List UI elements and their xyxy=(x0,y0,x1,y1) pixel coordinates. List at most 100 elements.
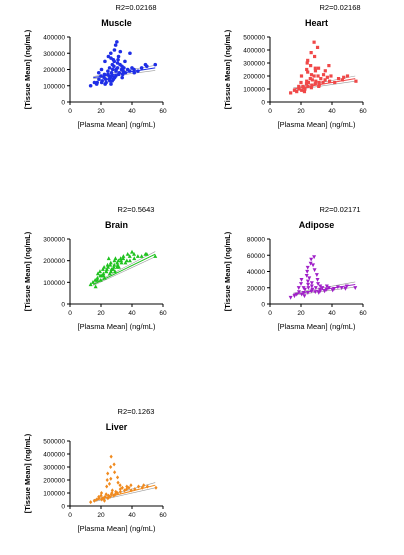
data-point xyxy=(299,292,304,297)
data-point xyxy=(314,273,319,277)
data-point xyxy=(115,260,120,265)
y-axis-label: [Tissue Mean] (ng/mL) xyxy=(23,433,32,513)
x-axis-label: [Plasma Mean] (ng/mL) xyxy=(78,322,156,331)
data-point xyxy=(112,493,116,498)
x-axis-label: [Plasma Mean] (ng/mL) xyxy=(78,524,156,533)
data-point xyxy=(124,258,129,263)
y-tick-label: 0 xyxy=(261,302,265,309)
data-point xyxy=(313,69,318,73)
data-point xyxy=(111,267,116,271)
data-point xyxy=(127,485,131,490)
x-tick-label: 20 xyxy=(97,108,105,115)
data-point xyxy=(112,48,117,52)
data-point xyxy=(323,69,327,73)
data-point xyxy=(112,269,117,274)
data-point xyxy=(316,66,321,70)
data-point xyxy=(306,286,311,290)
chart-svg: R2=0.02168 Muscle 0 100000 200000 300000 40000… xyxy=(23,3,167,129)
data-point xyxy=(329,74,333,78)
data-point xyxy=(321,80,325,85)
data-point xyxy=(139,66,144,70)
data-point xyxy=(313,66,317,70)
data-point xyxy=(90,280,95,284)
data-point xyxy=(128,51,132,56)
data-point xyxy=(99,273,104,278)
x-axis-label: [Plasma Mean] (ng/mL) xyxy=(78,120,156,129)
y-tick-label: 100000 xyxy=(43,491,65,498)
data-point xyxy=(317,80,321,85)
data-point xyxy=(118,483,122,488)
data-point xyxy=(95,80,99,85)
data-point xyxy=(115,40,119,44)
data-point xyxy=(153,254,158,258)
data-point xyxy=(297,87,301,91)
chart-title: Liver xyxy=(106,422,128,432)
data-point xyxy=(110,488,114,493)
x-tick-label: 40 xyxy=(128,108,136,115)
data-point xyxy=(289,91,293,95)
data-point xyxy=(109,454,113,459)
data-point xyxy=(106,69,110,73)
data-point xyxy=(135,254,140,258)
data-point xyxy=(140,485,144,490)
y-tick-label: 300000 xyxy=(43,237,65,244)
data-point xyxy=(100,496,105,501)
data-point xyxy=(95,275,100,280)
data-point xyxy=(115,66,120,70)
data-point xyxy=(104,492,108,497)
data-point xyxy=(312,255,317,260)
data-point xyxy=(299,282,303,286)
data-point xyxy=(127,258,132,263)
y-tick-label: 0 xyxy=(261,100,265,107)
muscle-chart: R2=0.02168 Muscle 0 100000 200000 300000 40000… xyxy=(0,0,200,150)
data-point xyxy=(125,251,130,256)
data-point xyxy=(292,294,297,299)
data-point xyxy=(310,83,314,87)
data-point xyxy=(129,488,133,493)
data-point xyxy=(154,485,158,490)
data-point xyxy=(106,256,111,261)
data-point xyxy=(305,79,309,83)
data-point xyxy=(123,260,128,265)
heart-chart: R2=0.02168 Heart 0 100000 200000 300000 400000… xyxy=(204,0,404,150)
y-tick-label: 300000 xyxy=(243,61,265,68)
data-point xyxy=(136,69,140,73)
data-point xyxy=(306,58,310,62)
data-point xyxy=(97,494,101,499)
x-axis-label: [Plasma Mean] (ng/mL) xyxy=(278,322,356,331)
y-tick-label: 300000 xyxy=(43,51,65,58)
x-tick-label: 40 xyxy=(128,512,136,519)
data-point xyxy=(309,257,314,262)
data-point xyxy=(311,263,316,268)
chart-title: Brain xyxy=(105,220,128,230)
data-point xyxy=(312,74,316,78)
data-point xyxy=(99,74,103,78)
data-point xyxy=(102,264,107,269)
y-tick-label: 200000 xyxy=(43,478,65,485)
x-axis-label: [Plasma Mean] (ng/mL) xyxy=(278,120,356,129)
data-point xyxy=(113,256,118,261)
data-point xyxy=(102,72,107,77)
data-point xyxy=(104,80,108,85)
data-point xyxy=(107,77,111,82)
data-point xyxy=(339,286,344,290)
data-point xyxy=(115,491,120,495)
x-tick-label: 20 xyxy=(297,108,305,115)
data-point xyxy=(302,294,307,299)
data-point xyxy=(333,80,337,85)
data-point xyxy=(113,43,118,47)
data-point xyxy=(299,80,303,85)
data-point xyxy=(127,69,132,73)
data-point xyxy=(320,286,325,290)
data-point xyxy=(114,489,118,494)
y-tick-label: 500000 xyxy=(43,439,65,446)
data-point xyxy=(302,90,307,94)
data-point xyxy=(327,64,331,68)
data-point xyxy=(132,67,136,72)
y-tick-label: 80000 xyxy=(247,237,265,244)
data-point xyxy=(109,82,113,86)
x-tick-label: 60 xyxy=(159,108,167,115)
data-point xyxy=(93,284,98,289)
data-point xyxy=(324,287,329,292)
chart-svg: R2=0.02171 Adipose 0 20000 40000 60000 80000 0 2… xyxy=(223,205,367,331)
